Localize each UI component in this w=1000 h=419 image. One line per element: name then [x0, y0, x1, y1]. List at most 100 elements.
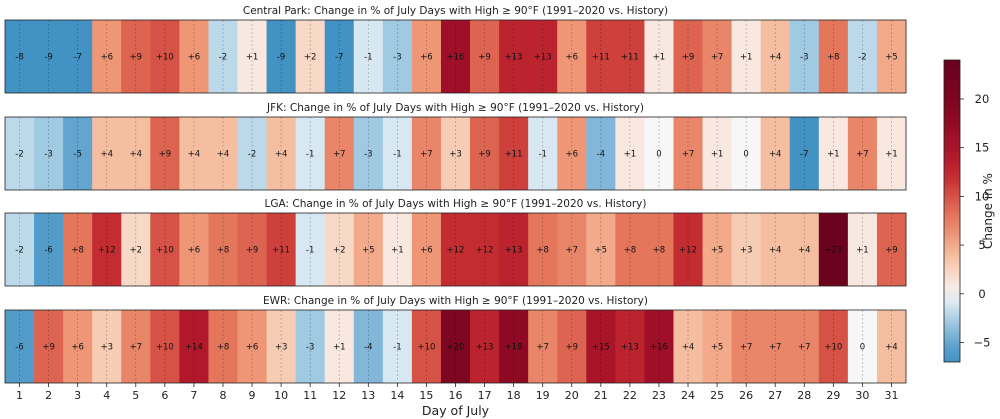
heatmap-cell [644, 20, 674, 93]
heatmap-cell [440, 20, 471, 93]
cell-label: +6 [420, 246, 433, 256]
cell-label: -3 [800, 53, 808, 63]
cell-label: -7 [800, 150, 808, 160]
cell-label: +8 [536, 246, 549, 256]
cell-label: +1 [653, 53, 666, 63]
x-tick-label: 2 [45, 389, 52, 402]
x-tick-label: 27 [768, 389, 782, 402]
heatmap-cell [789, 117, 820, 190]
cell-label: -3 [364, 150, 372, 160]
cell-label: +20 [447, 343, 465, 353]
cell-label: -7 [335, 53, 343, 63]
cell-label: +1 [740, 53, 753, 63]
heatmap-cell [557, 20, 587, 93]
cell-label: +10 [156, 246, 174, 256]
cell-label: -3 [393, 53, 401, 63]
cell-label: -1 [393, 343, 401, 353]
cell-label: +3 [449, 150, 462, 160]
cell-label: -1 [306, 150, 314, 160]
cell-label: +13 [621, 343, 639, 353]
heatmap-cell [295, 117, 326, 190]
heatmap-cell [179, 213, 209, 286]
x-tick-label: 5 [132, 389, 139, 402]
cell-label: +4 [217, 150, 230, 160]
heatmap-cell [615, 213, 645, 286]
heatmap-cell [411, 117, 442, 190]
cell-label: +11 [592, 53, 610, 63]
colorbar-label: Change in % [981, 173, 995, 249]
heatmap-cell [5, 20, 35, 93]
cell-label: +13 [476, 343, 494, 353]
cell-label: +6 [565, 53, 578, 63]
heatmap-cell [847, 310, 878, 383]
x-tick-label: 23 [652, 389, 666, 402]
cell-label: +4 [682, 343, 695, 353]
heatmap-cell [353, 117, 384, 190]
heatmap-cell [528, 213, 558, 286]
cell-label: +3 [100, 343, 113, 353]
cell-label: +7 [769, 343, 782, 353]
heatmap-cell [382, 20, 413, 93]
panel-2: JFK: Change in % of July Days with High … [4, 102, 907, 191]
cell-label: +6 [188, 246, 201, 256]
heatmap-cell [150, 117, 180, 190]
heatmap-cell [150, 213, 180, 286]
cell-label: +7 [856, 150, 869, 160]
heatmap-cell [876, 213, 907, 286]
cell-label: +5 [711, 343, 724, 353]
x-tick-label: 7 [190, 389, 197, 402]
heatmap-cell [411, 20, 442, 93]
heatmap-cell [208, 117, 238, 190]
x-tick-label: 29 [826, 389, 840, 402]
heatmap-cell [411, 213, 442, 286]
cell-label: +4 [100, 150, 113, 160]
heatmap-cell [34, 310, 64, 383]
cell-label: +11 [621, 53, 639, 63]
heatmap-cell [702, 310, 733, 383]
cell-label: +9 [159, 150, 172, 160]
cell-label: +1 [827, 150, 840, 160]
heatmap-cell [411, 310, 442, 383]
cell-label: +9 [565, 343, 578, 353]
cell-label: -2 [219, 53, 227, 63]
x-tick-label: 13 [361, 389, 375, 402]
cell-label: +11 [272, 246, 290, 256]
heatmap-cell [63, 213, 93, 286]
heatmap-cell [818, 213, 849, 286]
cell-label: 0 [860, 343, 865, 353]
cell-label: +3 [275, 343, 288, 353]
colorbar-tick-label: 15 [975, 141, 990, 155]
cell-label: +12 [679, 246, 697, 256]
cell-label: -6 [44, 246, 52, 256]
cell-label: +7 [682, 150, 695, 160]
heatmap-cell [615, 310, 645, 383]
x-tick-label: 24 [681, 389, 695, 402]
colorbar-tick-label: 0 [978, 287, 985, 301]
heatmap-cell [702, 213, 733, 286]
cell-label: +7 [536, 343, 549, 353]
heatmap-cell [470, 117, 500, 190]
heatmap-cell [615, 20, 645, 93]
cell-label: +7 [565, 246, 578, 256]
cell-label: +5 [362, 246, 375, 256]
heatmap-cell [876, 310, 907, 383]
cell-label: +6 [246, 343, 259, 353]
colorbar-tick-label: 5 [978, 238, 985, 252]
heatmap-cell [760, 117, 791, 190]
heatmap-cell [324, 310, 355, 383]
heatmap-cell [324, 20, 355, 93]
cell-label: -2 [15, 246, 23, 256]
heatmap-cell [760, 20, 791, 93]
heatmap-cell [208, 20, 238, 93]
heatmap-cell [382, 117, 413, 190]
cell-label: +23 [824, 246, 842, 256]
heatmap-cell [731, 117, 762, 190]
cell-label: +7 [130, 343, 143, 353]
heatmap-cell [586, 310, 616, 383]
cell-label: +1 [333, 343, 346, 353]
cell-label: -4 [364, 343, 372, 353]
panel-frame [4, 116, 907, 191]
cell-label: +9 [478, 53, 491, 63]
heatmap-cell [528, 310, 558, 383]
